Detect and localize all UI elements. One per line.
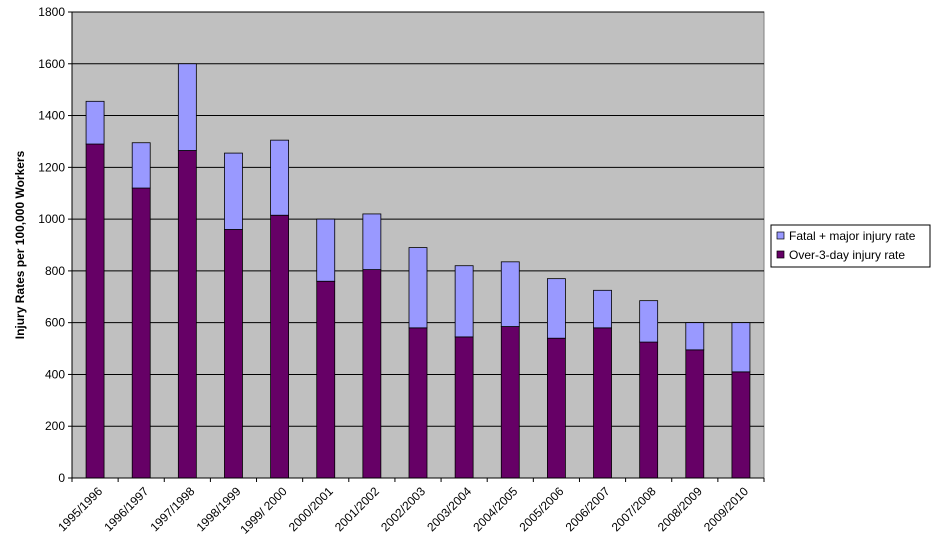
bars [85, 63, 751, 479]
bar-over-3-day-7 [408, 327, 428, 479]
legend-label-over-3-day: Over-3-day injury rate [789, 248, 905, 262]
x-tick-label: 2000/2001 [286, 484, 336, 534]
x-tick-label: 2001/2002 [332, 484, 382, 534]
bar-fatal-major-7 [408, 247, 428, 329]
y-tick-label: 0 [58, 471, 65, 485]
y-tick-label: 200 [45, 419, 65, 433]
x-tick-label: 2007/2008 [609, 484, 659, 534]
legend-box [770, 224, 931, 268]
bar-over-3-day-9 [500, 326, 520, 479]
x-tick-label: 2008/2009 [655, 484, 705, 534]
x-tick-label: 2003/2004 [424, 484, 474, 534]
legend-label-fatal-major: Fatal + major injury rate [789, 229, 916, 243]
bar-over-3-day-2 [177, 150, 197, 479]
bar-fatal-major-13 [685, 322, 705, 351]
x-tick-label: 2002/2003 [378, 484, 428, 534]
bar-over-3-day-6 [362, 269, 382, 479]
bar-fatal-major-3 [224, 152, 243, 230]
bar-over-3-day-3 [224, 229, 243, 479]
bar-fatal-major-4 [270, 139, 290, 216]
bar-over-3-day-10 [547, 337, 566, 479]
x-tick-labels: 1995/19961996/19971997/19981998/19991999… [55, 484, 751, 537]
x-tick-label: 2006/2007 [563, 484, 613, 534]
x-tick-label: 1999/ 2000 [237, 484, 290, 537]
bar-over-3-day-14 [731, 371, 751, 479]
bar-fatal-major-8 [454, 265, 474, 338]
bar-fatal-major-14 [731, 322, 751, 373]
y-tick-label: 1600 [38, 57, 65, 71]
bar-over-3-day-8 [454, 336, 474, 479]
legend: Fatal + major injury rate Over-3-day inj… [770, 224, 931, 268]
bar-fatal-major-2 [177, 63, 197, 151]
legend-swatch-over-3-day [776, 250, 785, 259]
bar-over-3-day-11 [593, 327, 612, 479]
y-tick-label: 1000 [38, 212, 65, 226]
legend-swatch-fatal-major [776, 231, 785, 240]
y-tick-label: 800 [45, 264, 65, 278]
y-tick-label: 1400 [38, 109, 65, 123]
x-tick-label: 2005/2006 [517, 484, 567, 534]
x-tick-label: 1995/1996 [55, 484, 105, 534]
y-tick-label: 600 [45, 316, 65, 330]
x-tick-label: 2004/2005 [470, 484, 520, 534]
x-tick-label: 1997/1998 [147, 484, 197, 534]
bar-fatal-major-0 [85, 100, 105, 145]
bar-over-3-day-1 [131, 187, 151, 479]
y-axis-title: Injury Rates per 100,000 Workers [13, 150, 27, 339]
x-tick-label: 2009/2010 [701, 484, 751, 534]
bar-over-3-day-5 [316, 280, 336, 479]
y-tick-labels: 0 200 400 600 800 1000 1200 1400 1600 1800 [38, 5, 65, 485]
y-tick-label: 1800 [38, 5, 65, 19]
bar-fatal-major-12 [639, 300, 659, 343]
x-tick-label: 1996/1997 [101, 484, 151, 534]
y-tick-label: 400 [45, 367, 65, 381]
bar-fatal-major-6 [362, 213, 382, 270]
y-tick-label: 1200 [38, 160, 65, 174]
bar-over-3-day-13 [685, 349, 705, 479]
bar-fatal-major-9 [500, 261, 520, 327]
bar-fatal-major-1 [131, 142, 151, 189]
bar-over-3-day-4 [270, 214, 290, 479]
bar-fatal-major-5 [316, 218, 336, 282]
bar-over-3-day-12 [639, 341, 659, 479]
bar-fatal-major-10 [547, 278, 566, 339]
bar-over-3-day-0 [85, 143, 105, 479]
bar-fatal-major-11 [593, 289, 612, 329]
axes [68, 11, 765, 482]
